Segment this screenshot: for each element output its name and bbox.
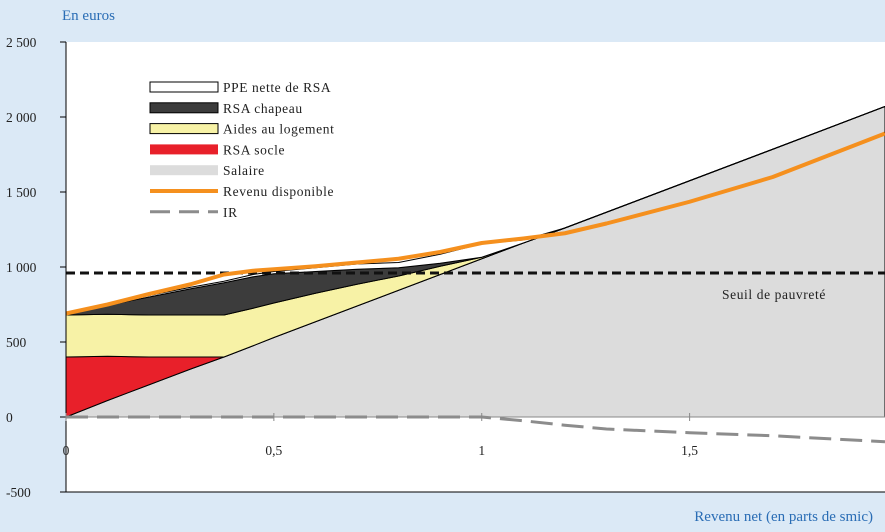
line-ir [66,415,885,444]
legend-label-aides-logement: Aides au logement [223,122,334,137]
legend-swatch-rsa-socle [150,144,218,155]
y-tick-label: 0 [6,410,13,425]
legend-label-ppe: PPE nette de RSA [223,80,331,95]
y-tick-label: 1 500 [6,185,37,200]
y-tick-label: -500 [6,485,31,500]
unit-label: En euros [62,8,115,24]
legend-label-salaire: Salaire [223,163,265,178]
y-tick-label: 2 500 [6,35,37,50]
line-revenu-disponible [65,131,885,316]
legend-label-ir: IR [223,205,238,220]
x-tick-label: 1 [478,443,485,458]
x-tick-label: 0,5 [265,443,282,458]
legend-swatch-aides-logement [149,123,219,135]
x-tick-label: 1,5 [681,443,698,458]
legend-swatch-salaire [150,165,218,176]
legend-label-rsa-chapeau: RSA chapeau [223,101,303,116]
legend-label-revenu-disponible: Revenu disponible [223,184,334,199]
y-tick-label: 2 000 [6,110,37,125]
y-tick-label: 500 [6,335,27,350]
legend-label-rsa-socle: RSA socle [223,142,285,157]
legend-swatch-ppe [149,81,219,93]
y-tick-label: 1 000 [6,260,37,275]
legend-swatch-rsa-chapeau [149,102,219,114]
seuil-label: Seuil de pauvreté [722,287,826,302]
x-axis-label: Revenu net (en parts de smic) [694,509,873,525]
x-tick-label: 0 [63,443,70,458]
